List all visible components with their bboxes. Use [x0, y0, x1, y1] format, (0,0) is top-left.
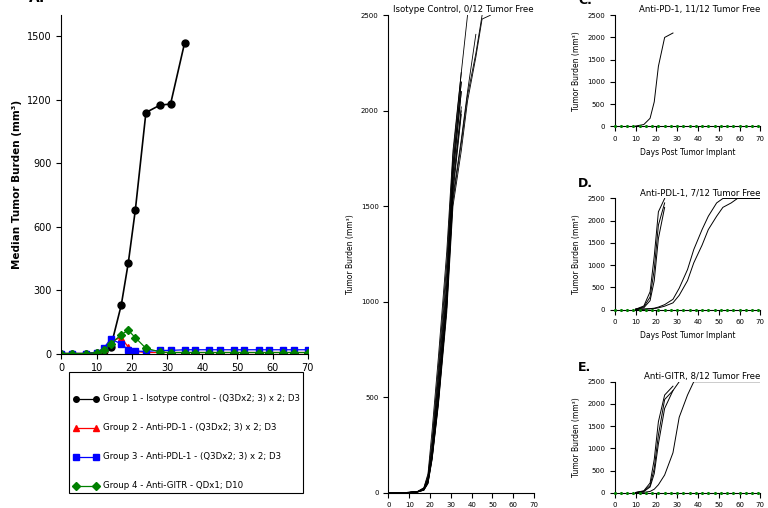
Point	[684, 489, 696, 497]
Point	[715, 305, 727, 313]
Point	[658, 489, 670, 497]
Point	[684, 122, 696, 131]
Point	[640, 122, 652, 131]
Point	[634, 122, 646, 131]
Text: Anti-GITR, 8/12 Tumor Free: Anti-GITR, 8/12 Tumor Free	[644, 372, 760, 381]
Point	[727, 489, 740, 497]
Point	[733, 305, 746, 313]
Point	[627, 122, 640, 131]
Point	[665, 305, 677, 313]
Point	[740, 305, 752, 313]
Text: D.: D.	[578, 177, 594, 190]
Point	[752, 122, 764, 131]
Point	[615, 122, 627, 131]
Point	[634, 489, 646, 497]
Y-axis label: Tumor Burden (mm³): Tumor Burden (mm³)	[346, 214, 356, 294]
Point	[746, 305, 758, 313]
Point	[646, 489, 658, 497]
Point	[658, 305, 670, 313]
Point	[608, 489, 621, 497]
Point	[740, 122, 752, 131]
Point	[696, 489, 708, 497]
Point	[702, 305, 714, 313]
Point	[721, 489, 733, 497]
Point	[690, 122, 702, 131]
Point	[733, 122, 746, 131]
Point	[733, 489, 746, 497]
Point	[721, 122, 733, 131]
Point	[671, 489, 684, 497]
Point	[752, 489, 764, 497]
Point	[740, 489, 752, 497]
Point	[671, 305, 684, 313]
Point	[746, 122, 758, 131]
Point	[715, 489, 727, 497]
Point	[621, 305, 634, 313]
Point	[627, 489, 640, 497]
Text: C.: C.	[578, 0, 592, 7]
Text: Group 3 - Anti-PDL-1 - (Q3Dx2; 3) x 2; D3: Group 3 - Anti-PDL-1 - (Q3Dx2; 3) x 2; D…	[104, 452, 281, 461]
Point	[608, 122, 621, 131]
Point	[696, 305, 708, 313]
X-axis label: Days Post Tumor Implant: Days Post Tumor Implant	[640, 331, 735, 340]
Y-axis label: Tumor Burden (mm³): Tumor Burden (mm³)	[572, 31, 581, 111]
Point	[665, 489, 677, 497]
Point	[721, 305, 733, 313]
Point	[746, 489, 758, 497]
Point	[646, 305, 658, 313]
Point	[708, 122, 720, 131]
Y-axis label: Tumor Burden (mm³): Tumor Burden (mm³)	[572, 397, 581, 477]
Text: Group 4 - Anti-GITR - QDx1; D10: Group 4 - Anti-GITR - QDx1; D10	[104, 481, 243, 490]
Point	[621, 489, 634, 497]
Y-axis label: Median Tumor Burden (mm³): Median Tumor Burden (mm³)	[12, 100, 22, 269]
Point	[677, 305, 690, 313]
Point	[702, 489, 714, 497]
Point	[652, 305, 664, 313]
Point	[727, 305, 740, 313]
Point	[652, 489, 664, 497]
Point	[708, 305, 720, 313]
Point	[634, 305, 646, 313]
Point	[727, 122, 740, 131]
Text: E.: E.	[578, 361, 591, 373]
Point	[690, 489, 702, 497]
Point	[671, 122, 684, 131]
X-axis label: Days Post Tumor Implant: Days Post Tumor Implant	[107, 379, 263, 389]
Point	[690, 305, 702, 313]
Point	[715, 122, 727, 131]
Point	[640, 305, 652, 313]
Point	[646, 122, 658, 131]
Text: A.: A.	[29, 0, 45, 5]
Text: Group 1 - Isotype control - (Q3Dx2; 3) x 2; D3: Group 1 - Isotype control - (Q3Dx2; 3) x…	[104, 394, 300, 403]
Y-axis label: Tumor Burden (mm³): Tumor Burden (mm³)	[572, 214, 581, 294]
Point	[652, 122, 664, 131]
Point	[684, 305, 696, 313]
Point	[677, 489, 690, 497]
Point	[615, 489, 627, 497]
Point	[640, 489, 652, 497]
Text: Anti-PDL-1, 7/12 Tumor Free: Anti-PDL-1, 7/12 Tumor Free	[640, 188, 760, 198]
Point	[677, 122, 690, 131]
Point	[608, 305, 621, 313]
Point	[665, 122, 677, 131]
Point	[708, 489, 720, 497]
Point	[627, 305, 640, 313]
Point	[658, 122, 670, 131]
Point	[752, 305, 764, 313]
Text: Isotype Control, 0/12 Tumor Free: Isotype Control, 0/12 Tumor Free	[393, 6, 534, 14]
Point	[615, 305, 627, 313]
X-axis label: Days Post Tumor Implant: Days Post Tumor Implant	[640, 147, 735, 156]
Point	[696, 122, 708, 131]
Point	[702, 122, 714, 131]
Point	[621, 122, 634, 131]
Text: Group 2 - Anti-PD-1 - (Q3Dx2; 3) x 2; D3: Group 2 - Anti-PD-1 - (Q3Dx2; 3) x 2; D3	[104, 423, 276, 432]
Text: Anti-PD-1, 11/12 Tumor Free: Anti-PD-1, 11/12 Tumor Free	[639, 6, 760, 14]
